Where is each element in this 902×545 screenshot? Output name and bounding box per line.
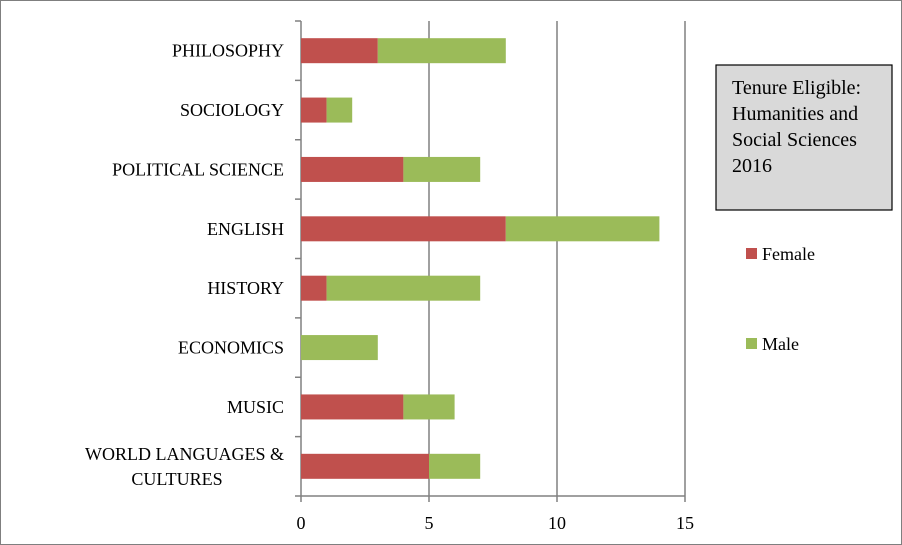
category-label: ENGLISH <box>207 219 284 239</box>
x-tick-labels: 0 5 10 15 <box>297 513 695 533</box>
legend-swatch-male <box>746 338 757 349</box>
chart-title-box: Tenure Eligible: Humanities and Social Sci… <box>715 64 893 211</box>
x-tick-label: 5 <box>425 513 434 533</box>
bar-female-2 <box>301 156 404 182</box>
chart-title-line: Tenure Eligible: <box>732 77 861 99</box>
x-tick-label: 0 <box>297 513 306 533</box>
bar-male-0 <box>377 38 506 64</box>
chart-title-line: Humanities and <box>732 103 858 125</box>
gridlines <box>428 21 686 496</box>
category-labels: PHILOSOPHY SOCIOLOGY POLITICAL SCIENCE ENGL… <box>85 41 284 489</box>
category-label: PHILOSOPHY <box>172 41 284 61</box>
chart-title-line: Social Sciences <box>732 129 857 151</box>
category-label: ECONOMICS <box>178 338 284 358</box>
bar-male-5 <box>301 335 378 361</box>
bar-female-1 <box>301 97 327 123</box>
bar-female-7 <box>301 453 429 479</box>
category-label: POLITICAL SCIENCE <box>112 159 284 179</box>
bar-male-7 <box>429 453 481 479</box>
category-label: WORLD LANGUAGES & <box>85 444 284 464</box>
category-label: SOCIOLOGY <box>180 100 284 120</box>
bar-male-1 <box>326 97 353 123</box>
axes <box>295 20 686 502</box>
category-label: CULTURES <box>131 469 222 489</box>
bar-male-6 <box>403 394 455 420</box>
bar-female-3 <box>301 216 506 242</box>
bar-female-6 <box>301 394 404 420</box>
bars <box>301 38 660 479</box>
x-tick-label: 15 <box>676 513 694 533</box>
category-label: HISTORY <box>207 278 284 298</box>
bar-male-4 <box>326 275 481 301</box>
bar-female-0 <box>301 38 378 64</box>
legend: Female Male <box>746 244 815 354</box>
title-box <box>715 64 893 211</box>
bar-male-2 <box>403 156 481 182</box>
chart-title-line: 2016 <box>732 155 772 177</box>
bar-female-4 <box>301 275 327 301</box>
legend-label-female: Female <box>762 244 815 264</box>
x-tick-label: 10 <box>548 513 566 533</box>
legend-swatch-female <box>746 248 757 259</box>
legend-label-male: Male <box>762 334 799 354</box>
bar-male-3 <box>505 216 660 242</box>
category-label: MUSIC <box>227 397 284 417</box>
